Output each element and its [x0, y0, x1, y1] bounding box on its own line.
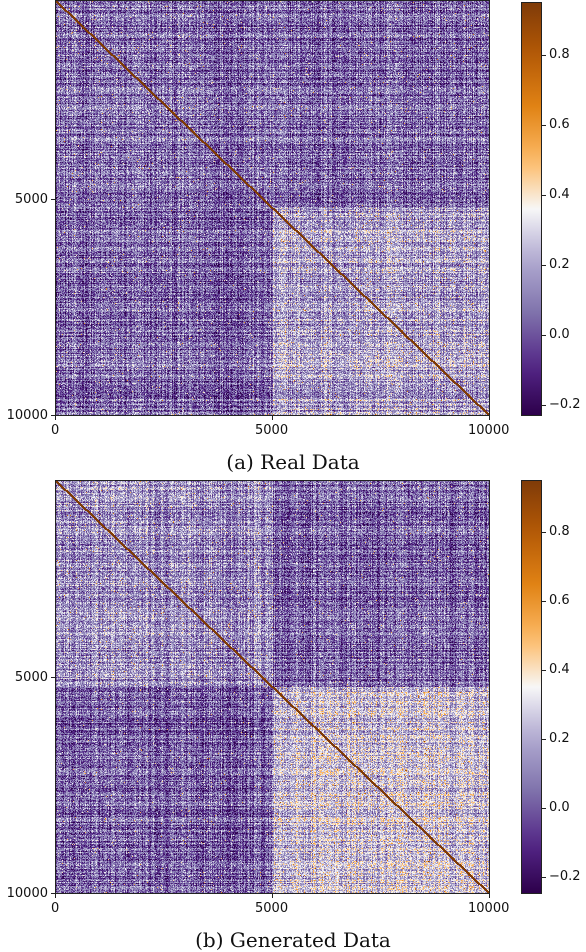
colorbar-tick-label: 0.2: [549, 730, 570, 746]
colorbar-tick-label: 0.8: [549, 46, 570, 62]
caption-generated-data: (b) Generated Data: [195, 928, 391, 952]
x-tick-label-5000: 5000: [255, 423, 289, 438]
colorbar-tick-label: 0.8: [549, 523, 570, 539]
y-tick-mark: [51, 893, 55, 894]
colorbar-tick-mark: [542, 194, 546, 196]
y-tick-label-10000: 10000: [6, 886, 48, 901]
colorbar-tick-mark: [542, 405, 546, 407]
colorbar-tick-mark: [542, 265, 546, 267]
colorbar-tick-mark: [542, 54, 546, 56]
y-tick-label-5000: 5000: [14, 670, 48, 685]
x-tick-label-5000: 5000: [255, 901, 289, 916]
x-tick-mark: [55, 416, 56, 420]
panel-real-data: 5000 10000 0 5000 10000 0.8 0.6 0.4 0.2 0.0 −…: [6, 0, 581, 474]
y-tick-mark: [51, 677, 55, 678]
x-tick-mark: [55, 894, 56, 898]
y-tick-label-5000: 5000: [14, 192, 48, 207]
x-tick-mark: [272, 416, 273, 420]
heatmap-canvas-real: [55, 0, 490, 416]
colorbar-tick-mark: [542, 876, 546, 878]
colorbar-real: [521, 2, 542, 416]
x-tick-label-0: 0: [51, 423, 60, 438]
heatmap-canvas-generated: [55, 480, 490, 894]
colorbar-tick-label: 0.4: [549, 661, 570, 677]
colorbar-tick-label: 0.0: [549, 799, 570, 815]
colorbar-gradient: [521, 480, 542, 894]
colorbar-tick-label: 0.6: [549, 116, 570, 132]
colorbar-tick-mark: [542, 807, 546, 809]
colorbar-tick-label: 0.2: [549, 257, 570, 273]
colorbar-tick-mark: [542, 600, 546, 602]
colorbar-tick-label: 0.4: [549, 186, 570, 202]
y-tick-mark: [51, 415, 55, 416]
colorbar-gradient: [521, 2, 542, 416]
x-tick-label-10000: 10000: [468, 423, 510, 438]
colorbar-generated: [521, 480, 542, 894]
colorbar-tick-mark: [542, 124, 546, 126]
colorbar-tick-label: −0.2: [549, 868, 581, 884]
y-tick-mark: [51, 199, 55, 200]
colorbar-tick-mark: [542, 335, 546, 337]
colorbar-tick-mark: [542, 669, 546, 671]
panel-generated-data: 5000 10000 0 5000 10000 0.8 0.6 0.4 0.2 0.0 −…: [0, 478, 586, 952]
colorbar-tick-label: 0.0: [549, 327, 570, 343]
x-tick-label-0: 0: [51, 901, 60, 916]
y-tick-label-10000: 10000: [6, 408, 48, 423]
colorbar-tick-mark: [542, 531, 546, 533]
colorbar-tick-label: 0.6: [549, 592, 570, 608]
caption-real-data: (a) Real Data: [226, 450, 360, 474]
colorbar-tick-mark: [542, 738, 546, 740]
x-tick-mark: [272, 894, 273, 898]
x-tick-mark: [489, 894, 490, 898]
heatmap-generated: [55, 480, 490, 894]
x-tick-mark: [489, 416, 490, 420]
colorbar-tick-label: −0.2: [549, 397, 581, 413]
x-tick-label-10000: 10000: [468, 901, 510, 916]
heatmap-real: [55, 0, 490, 416]
